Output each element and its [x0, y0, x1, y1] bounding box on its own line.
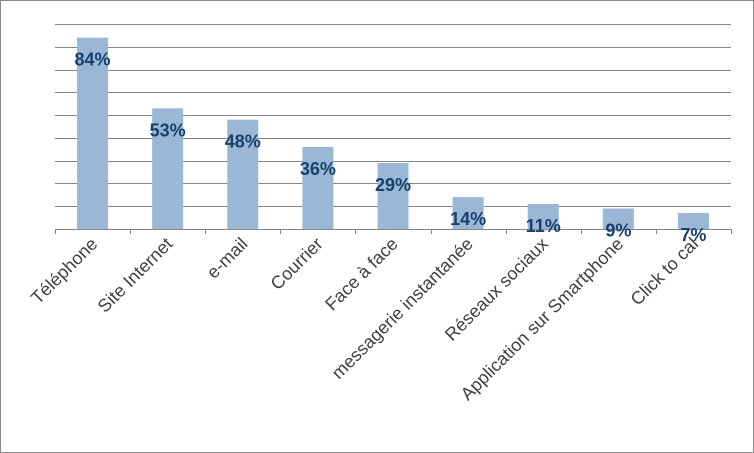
category-label: Face à face [321, 234, 402, 315]
data-labels: 84% 53% 48% 36% 29% 14% 11% 9% 7% [75, 50, 707, 245]
data-label: 36% [300, 159, 336, 179]
bar [227, 119, 259, 229]
category-label: Site Internet [94, 234, 177, 317]
category-label: Téléphone [27, 234, 101, 308]
bar [677, 213, 709, 229]
bar [302, 147, 334, 229]
category-label: Courrier [267, 234, 327, 294]
data-label: 7% [680, 225, 706, 245]
category-label: e-mail [203, 234, 252, 283]
data-label: 48% [225, 132, 261, 152]
category-label: Application sur Smartphone [457, 234, 628, 405]
bar [527, 203, 559, 229]
data-label: 84% [75, 50, 111, 70]
data-label: 14% [450, 209, 486, 229]
category-label: messagerie instantanée [328, 234, 477, 383]
data-label: 11% [526, 216, 561, 236]
bar [77, 37, 109, 229]
bar [602, 208, 634, 229]
data-label: 53% [150, 120, 186, 140]
data-label: 29% [375, 175, 411, 195]
bars [77, 37, 709, 229]
bar [152, 108, 184, 229]
category-label: Click to cal [627, 234, 703, 310]
data-label: 9% [605, 221, 631, 241]
bar [452, 197, 484, 229]
x-axis [55, 229, 732, 234]
bar [377, 162, 409, 229]
